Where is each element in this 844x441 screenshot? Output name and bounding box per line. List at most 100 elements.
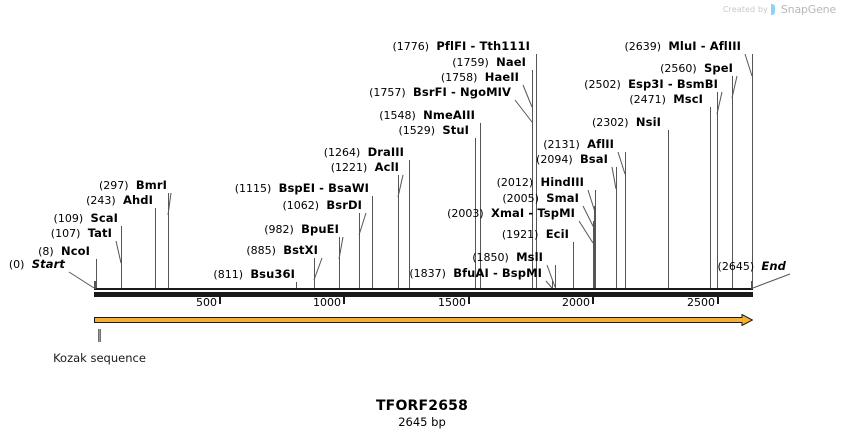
map-title-block: TFORF2658 2645 bp <box>0 398 844 430</box>
site-enzyme-name: MluI - AflIII <box>668 39 741 53</box>
restriction-site-label[interactable]: (2471) MscI <box>629 93 703 107</box>
restriction-site-label[interactable]: (243) AhdI <box>86 194 153 208</box>
site-position: (1221) <box>330 161 368 174</box>
restriction-site-label[interactable]: (2502) Esp3I - BsmBI <box>584 78 718 92</box>
site-enzyme-name: BsrDI <box>326 198 362 212</box>
sequence-length: 2645 bp <box>398 415 446 429</box>
orf-arrow-polygon <box>94 314 753 326</box>
ruler-tick <box>592 297 594 304</box>
site-enzyme-name: Bsu36I <box>250 267 295 281</box>
cut-site-tick[interactable] <box>532 70 533 288</box>
watermark-brand-label: SnapGene <box>780 3 836 16</box>
restriction-site-label[interactable]: (1758) HaeII <box>441 71 519 85</box>
ruler-tick <box>717 297 719 304</box>
site-enzyme-name: EciI <box>545 227 569 241</box>
site-position: (2302) <box>592 116 629 129</box>
cut-site-tick[interactable] <box>409 160 410 288</box>
cut-site-tick[interactable] <box>536 54 537 288</box>
sequence-name: TFORF2658 <box>375 398 469 414</box>
site-position: (2471) <box>629 93 666 106</box>
sequence-backbone-bar <box>94 292 753 297</box>
restriction-site-label[interactable]: (1757) BsrFI - NgoMIV <box>369 86 511 100</box>
restriction-site-label[interactable]: (2645) End <box>718 260 786 274</box>
restriction-site-label[interactable]: (107) TatI <box>51 226 112 241</box>
site-position: (8) <box>38 245 54 258</box>
site-position: (1264) <box>323 146 361 159</box>
restriction-site-label[interactable]: (8) NcoI <box>38 245 90 259</box>
cut-site-tick[interactable] <box>296 282 297 288</box>
restriction-site-label[interactable]: (1776) PflFI - Tth111I <box>392 40 531 54</box>
sequence-backbone-line <box>94 288 753 290</box>
restriction-site-label[interactable]: (1759) NaeI <box>452 55 526 70</box>
cut-site-tick[interactable] <box>593 221 594 288</box>
site-enzyme-name: TatI <box>87 226 112 240</box>
cut-site-tick[interactable] <box>752 54 753 288</box>
ruler-tick-label: 1500 <box>438 296 466 309</box>
restriction-site-label[interactable]: (2094) BsaI <box>536 153 608 167</box>
restriction-site-label[interactable]: (2012) HindIII <box>497 176 584 190</box>
restriction-site-label[interactable]: (109) ScaI <box>53 212 118 226</box>
site-enzyme-name: BfuAI - BspMI <box>453 266 542 280</box>
restriction-site-label[interactable]: (1221) AclI <box>330 161 399 175</box>
orf-arrow-shape <box>94 314 753 326</box>
site-position: (1759) <box>452 56 489 69</box>
site-position: (2131) <box>543 138 580 151</box>
restriction-site-label[interactable]: (2005) SmaI <box>502 192 579 206</box>
restriction-site-label[interactable]: (297) BmrI <box>99 179 167 193</box>
restriction-site-label[interactable]: (2560) SpeI <box>660 61 733 76</box>
restriction-site-label[interactable]: (2302) NsiI <box>592 116 661 130</box>
cut-site-tick[interactable] <box>480 123 481 288</box>
restriction-site-label[interactable]: (1850) MslI <box>472 251 543 265</box>
kozak-sequence-marker[interactable] <box>98 329 102 342</box>
site-enzyme-name: NaeI <box>496 55 526 69</box>
cut-site-tick[interactable] <box>555 265 556 288</box>
cut-site-tick[interactable] <box>717 92 718 288</box>
cut-site-tick[interactable] <box>595 190 596 288</box>
cut-site-tick[interactable] <box>359 213 360 288</box>
site-position: (1548) <box>379 109 416 122</box>
cut-site-tick[interactable] <box>155 208 156 288</box>
cut-site-tick[interactable] <box>398 175 399 288</box>
cut-site-tick[interactable] <box>314 258 315 288</box>
restriction-site-label[interactable]: (982) BpuEI <box>264 223 339 237</box>
kozak-sequence-label: Kozak sequence <box>53 351 146 365</box>
restriction-site-label[interactable]: (1529) StuI <box>398 124 469 138</box>
site-enzyme-name: NmeAIII <box>423 108 475 122</box>
orf-feature-arrow[interactable] <box>94 314 753 326</box>
restriction-site-label[interactable]: (1115) BspEI - BsaWI <box>235 181 369 196</box>
cut-site-tick[interactable] <box>552 281 553 288</box>
cut-site-tick[interactable] <box>96 259 97 288</box>
restriction-site-label[interactable]: (1548) NmeAIII <box>379 108 475 123</box>
cut-site-tick[interactable] <box>732 76 733 288</box>
cut-site-tick[interactable] <box>573 242 574 288</box>
ruler-tick <box>219 297 221 304</box>
cut-site-tick[interactable] <box>668 130 669 288</box>
site-enzyme-name: DraIII <box>367 145 404 159</box>
cut-site-tick[interactable] <box>710 107 711 288</box>
restriction-site-label[interactable]: (2003) XmaI - TspMI <box>447 207 575 221</box>
site-position: (1529) <box>398 124 436 137</box>
restriction-site-label[interactable]: (1062) BsrDI <box>283 198 363 213</box>
cut-site-tick[interactable] <box>594 206 595 288</box>
cut-site-tick[interactable] <box>372 196 373 288</box>
cut-site-tick[interactable] <box>339 237 340 288</box>
restriction-site-label[interactable]: (1921) EciI <box>502 227 569 242</box>
ruler-tick-label: 500 <box>196 296 217 309</box>
cut-site-tick[interactable] <box>168 193 169 288</box>
cut-site-tick[interactable] <box>625 152 626 288</box>
restriction-site-label[interactable]: (2131) AflII <box>543 138 614 152</box>
restriction-site-label[interactable]: (885) BstXI <box>246 244 318 258</box>
restriction-site-label[interactable]: (811) Bsu36I <box>213 267 295 282</box>
cut-site-tick[interactable] <box>616 167 617 288</box>
site-enzyme-name: SpeI <box>704 61 733 75</box>
restriction-site-label[interactable]: (1837) BfuAI - BspMI <box>409 266 542 281</box>
cut-site-tick[interactable] <box>121 226 122 288</box>
cut-site-tick[interactable] <box>475 138 476 288</box>
restriction-site-label[interactable]: (0) Start <box>9 258 65 272</box>
site-position: (109) <box>53 212 84 225</box>
site-enzyme-name: BspEI - BsaWI <box>278 181 369 195</box>
restriction-site-label[interactable]: (2639) MluI - AflIII <box>624 39 741 54</box>
site-position: (1837) <box>409 267 446 280</box>
site-position: (1776) <box>392 40 430 53</box>
restriction-site-label[interactable]: (1264) DraIII <box>323 145 404 160</box>
